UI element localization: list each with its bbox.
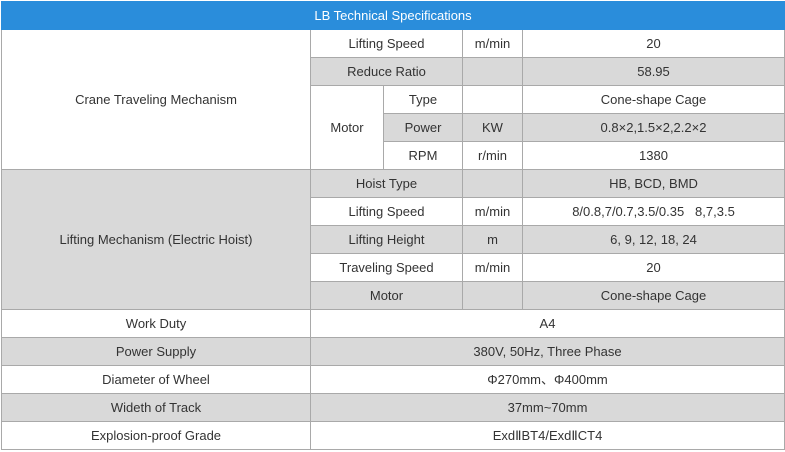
param: Wideth of Track	[1, 393, 311, 422]
row: Crane Traveling Mechanism Lifting Speed …	[1, 29, 785, 170]
param: Motor	[310, 281, 463, 310]
param: Work Duty	[1, 309, 311, 338]
row: Explosion-proof Grade ExdⅡBT4/ExdⅡCT4	[1, 421, 785, 450]
unit: m/min	[462, 197, 523, 226]
param: Diameter of Wheel	[1, 365, 311, 394]
param: Explosion-proof Grade	[1, 421, 311, 450]
group-label: Lifting Mechanism (Electric Hoist)	[1, 169, 311, 310]
row: Reduce Ratio 58.95	[1, 57, 785, 86]
unit: KW	[462, 113, 523, 142]
value: 37mm~70mm	[309, 393, 785, 422]
unit	[462, 57, 523, 86]
value: 1380	[521, 141, 785, 170]
row: Lifting Mechanism (Electric Hoist) Hoist…	[1, 169, 785, 310]
param: Power Supply	[1, 337, 311, 366]
value: Φ270mm、Φ400mm	[309, 365, 785, 394]
value: 6, 9, 12, 18, 24	[521, 225, 785, 254]
row: Wideth of Track 37mm~70mm	[1, 393, 785, 422]
row: Work Duty A4	[1, 309, 785, 338]
param: RPM	[383, 141, 463, 170]
unit: m	[462, 225, 523, 254]
table-title: LB Technical Specifications	[0, 1, 785, 30]
value: 58.95	[521, 57, 785, 86]
header-row: LB Technical Specifications	[0, 1, 785, 30]
unit	[462, 169, 523, 198]
unit	[462, 85, 523, 114]
unit: m/min	[462, 29, 523, 58]
value: Cone-shape Cage	[521, 85, 785, 114]
param: Hoist Type	[310, 169, 463, 198]
value: HB, BCD, BMD	[521, 169, 785, 198]
param: Power	[383, 113, 463, 142]
unit: r/min	[462, 141, 523, 170]
value: 20	[521, 29, 785, 58]
sub-group: Motor	[310, 85, 384, 170]
value: ExdⅡBT4/ExdⅡCT4	[309, 421, 785, 450]
value: 20	[521, 253, 785, 282]
row: Power Supply 380V, 50Hz, Three Phase	[1, 337, 785, 366]
value: 8/0.8,7/0.7,3.5/0.35 8,7,3.5	[521, 197, 785, 226]
group-label: Crane Traveling Mechanism	[1, 29, 311, 170]
param: Lifting Speed	[310, 29, 463, 58]
value: Cone-shape Cage	[521, 281, 785, 310]
unit	[462, 281, 523, 310]
param: Lifting Speed	[310, 197, 463, 226]
param: Reduce Ratio	[310, 57, 463, 86]
row: Diameter of Wheel Φ270mm、Φ400mm	[1, 365, 785, 394]
param: Traveling Speed	[310, 253, 463, 282]
value: A4	[309, 309, 785, 338]
param: Type	[383, 85, 463, 114]
value: 0.8×2,1.5×2,2.2×2	[521, 113, 785, 142]
unit: m/min	[462, 253, 523, 282]
param: Lifting Height	[310, 225, 463, 254]
value: 380V, 50Hz, Three Phase	[309, 337, 785, 366]
